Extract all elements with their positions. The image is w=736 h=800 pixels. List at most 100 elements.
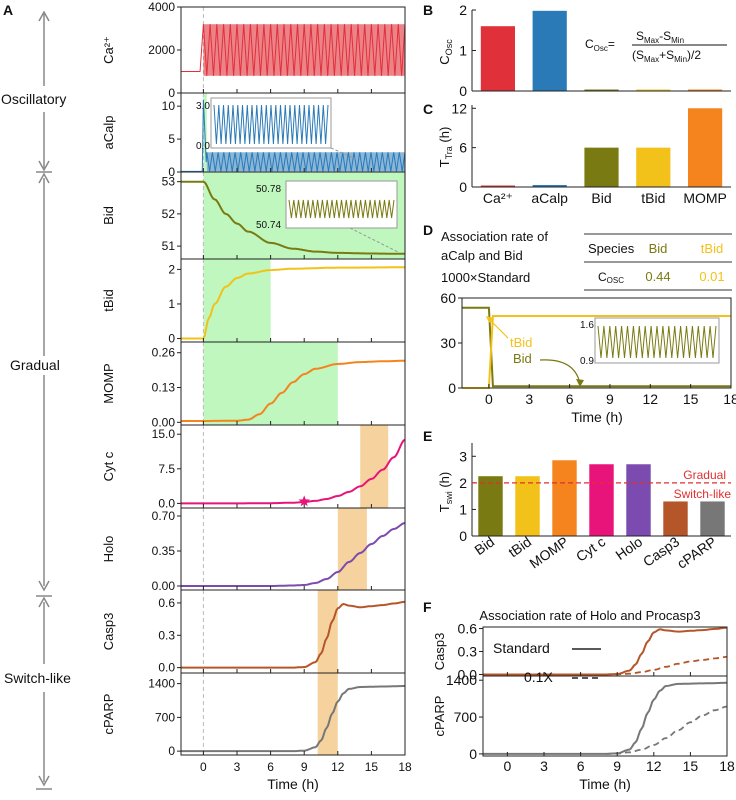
panel-d-ytick-label: 60: [440, 290, 456, 306]
panel-e-bar-bid: [478, 476, 503, 536]
table-value-tbid: 0.01: [699, 269, 724, 284]
formula-den-open: (S: [632, 48, 644, 62]
highlight-switch-cparp: [317, 673, 338, 755]
table-header-tbid: tBid: [701, 241, 723, 256]
subplot-cytc: 0.0 7.5 15.0 Cyt c: [101, 424, 406, 510]
panel-c-category-label: Ca²⁺: [483, 190, 513, 206]
ylabel-cparp: cPARP: [101, 694, 116, 735]
panel-letter-a: A: [3, 2, 13, 18]
ytick-label-cytc: 0.0: [158, 496, 175, 510]
panel-letter-e: E: [423, 428, 432, 444]
formula-den-sub1: Max: [644, 55, 659, 64]
ylabel-casp3: Casp3: [101, 613, 116, 651]
ytick-label-momp: 0.00: [152, 415, 176, 429]
panel-d-title-line2: aCalp and Bid: [441, 248, 523, 263]
panel-d-annot-bid-arrow: [539, 359, 581, 385]
series-cytc-line: [181, 438, 406, 505]
ytick-label-bid: 52: [162, 207, 176, 221]
panel-d-annot-tbid: tBid: [510, 335, 532, 350]
panel-e-ytick-label: 1: [459, 501, 467, 517]
series-bid-line: [181, 180, 405, 255]
panel-a-xtick-label: 9: [301, 760, 308, 774]
panel-f-xtick-label: 15: [683, 758, 699, 774]
panel-d-annot-tbid-arrowhead: [486, 316, 494, 323]
panel-c-ytick-label: 0: [459, 179, 467, 195]
panel-f-xtick-label: 12: [646, 758, 662, 774]
panel-b-ytick-label: 0: [459, 83, 467, 99]
ytick-label-casp3: 0.6: [158, 596, 175, 610]
panel-d-xtick-label: 3: [525, 391, 533, 407]
highlight-transition-tbid: [203, 259, 271, 342]
subplot-momp: 0.00 0.13 0.26 MOMP: [101, 341, 406, 429]
highlight-switch-casp3: [317, 590, 338, 673]
panel-f-subplot-casp3: 0.0 0.3 0.6 Casp3: [432, 621, 728, 682]
panel-f-legend-01x-label: 0.1X: [524, 669, 553, 685]
panel-d-title-line1: Association rate of: [441, 229, 548, 244]
phase-label-oscillatory: Oscillatory: [1, 91, 66, 107]
panel-a-xtick-label: 3: [234, 760, 241, 774]
subplot-cparp: 0 700 1400 cPARP: [101, 672, 406, 758]
axes-frame-cparp: [180, 672, 406, 756]
phase-label-switch: Switch-like: [4, 670, 71, 686]
panel-e-ytick-label: 0: [459, 528, 467, 544]
formula-num-s: S: [636, 29, 644, 43]
panel-e-switch-label: Switch-like: [674, 487, 732, 501]
panel-a-xtick-label: 12: [331, 760, 345, 774]
panel-e-ylabel: Tswi (h): [437, 472, 454, 512]
panel-d-annot-bid-arrowhead: [576, 379, 584, 387]
panel-b-bar-momp: [688, 89, 723, 91]
panel-c-category-label: tBid: [641, 190, 665, 206]
panel-e-ylabel-sub: swi: [444, 491, 454, 504]
panel-c-bar-momp: [688, 108, 723, 187]
ytick-label-casp3: 0.3: [158, 628, 175, 642]
inset-acalp: 3.0 0.0: [196, 97, 357, 160]
ytick-label-cytc: 7.5: [158, 462, 175, 476]
subplot-ca: 0 2000 4000 Ca²⁺: [101, 0, 406, 100]
ytick-label-tbid: 1: [168, 297, 175, 311]
panel-b-ytick-label: 2: [459, 2, 467, 18]
panel-f-cparp-ytick-label: 0: [469, 746, 477, 762]
panel-c-bar-ca2: [480, 185, 515, 187]
formula-eq: =: [608, 37, 615, 51]
panel-e-ytick-label: 2: [459, 475, 467, 491]
panel-b-ylabel-main: C: [437, 55, 452, 64]
formula-num-sub1: Max: [644, 36, 659, 45]
ytick-label-cparp: 1400: [148, 677, 175, 691]
series-holo-line: [181, 522, 406, 587]
panel-f-casp3-ylabel: Casp3: [432, 633, 447, 671]
panel-f-cparp-ytick-label: 1400: [446, 672, 477, 688]
ylabel-holo: Holo: [101, 536, 116, 563]
panel-d-ytick-label: 0: [448, 380, 456, 396]
panel-f-xtick-label: 9: [613, 758, 621, 774]
ytick-label-holo: 0.00: [152, 579, 176, 593]
inset-bid-ytick-top: 50.78: [256, 184, 281, 195]
panel-e-gradual-label: Gradual: [683, 468, 726, 482]
panel-d-xlabel: Time (h): [571, 409, 623, 425]
ylabel-ca: Ca²⁺: [101, 36, 116, 64]
cosc-table: Species Bid tBid COSC 0.44 0.01: [584, 233, 732, 291]
table-row-label-c: C: [598, 270, 607, 284]
formula-den-sub2: Min: [674, 55, 687, 64]
panel-f-cparp-01x-line: [605, 705, 728, 755]
ytick-label-bid: 53: [162, 175, 176, 189]
panel-e-bar-tbid: [515, 476, 540, 536]
panel-d-xtick-label: 0: [485, 391, 493, 407]
panel-a-xtick-label: 0: [200, 760, 207, 774]
formula-denominator: (SMax+SMin)/2: [632, 48, 701, 64]
series-ca-band: [203, 24, 405, 76]
panel-e-ylabel-unit: (h): [437, 472, 452, 492]
phase-label-gradual: Gradual: [10, 357, 60, 373]
ytick-label-holo: 0.35: [152, 544, 176, 558]
formula-den-end: )/2: [687, 48, 701, 62]
panel-f-cparp-ylabel: cPARP: [432, 696, 447, 737]
series-momp-line: [181, 359, 405, 422]
panel-d-xtick-label: 12: [643, 391, 659, 407]
subplot-bid: 51 52 53 Bid 50.78 50.74: [101, 171, 406, 260]
panel-d-inset-ytick-top: 1.6: [580, 320, 594, 331]
panel-c-bar-tbid: [636, 147, 671, 187]
ylabel-momp: MOMP: [101, 363, 116, 403]
ytick-label-tbid: 0: [168, 332, 175, 346]
ytick-label-casp3: 0.0: [158, 661, 175, 675]
panel-e-category-label: Bid: [471, 533, 497, 558]
inset-bid-pointer: [349, 227, 399, 253]
